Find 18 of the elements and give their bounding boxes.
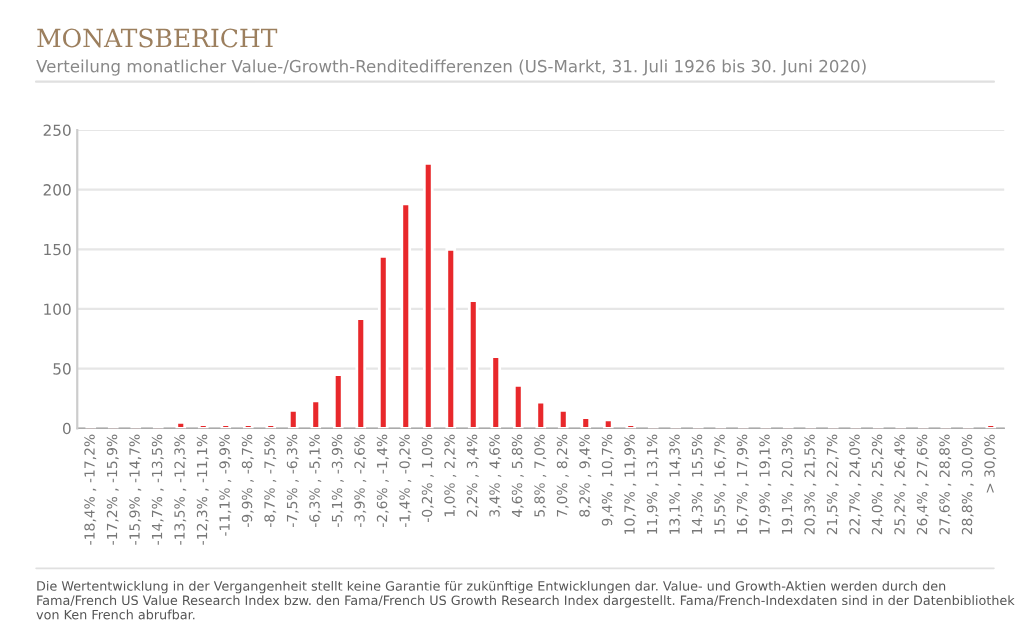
bar [377, 255, 389, 429]
bar [445, 247, 457, 429]
bar [512, 383, 524, 429]
bar [355, 317, 367, 429]
bar [287, 409, 299, 429]
bar [310, 399, 322, 429]
bar [535, 400, 547, 429]
chart-title: MONATSBERICHT [37, 28, 278, 48]
bar [490, 355, 502, 429]
bar [467, 299, 479, 429]
chart-subtitle: Verteilung monatlicher Value-/Growth-Renditedifferenzen (US-Markt, 31. Juli 1926 bis 30. Juni 2020) [36, 59, 866, 76]
bar [175, 420, 187, 429]
bar [580, 416, 592, 429]
bar [602, 418, 614, 429]
bar [557, 409, 569, 429]
bar [422, 162, 434, 429]
bar [400, 202, 412, 429]
bar [332, 373, 344, 429]
